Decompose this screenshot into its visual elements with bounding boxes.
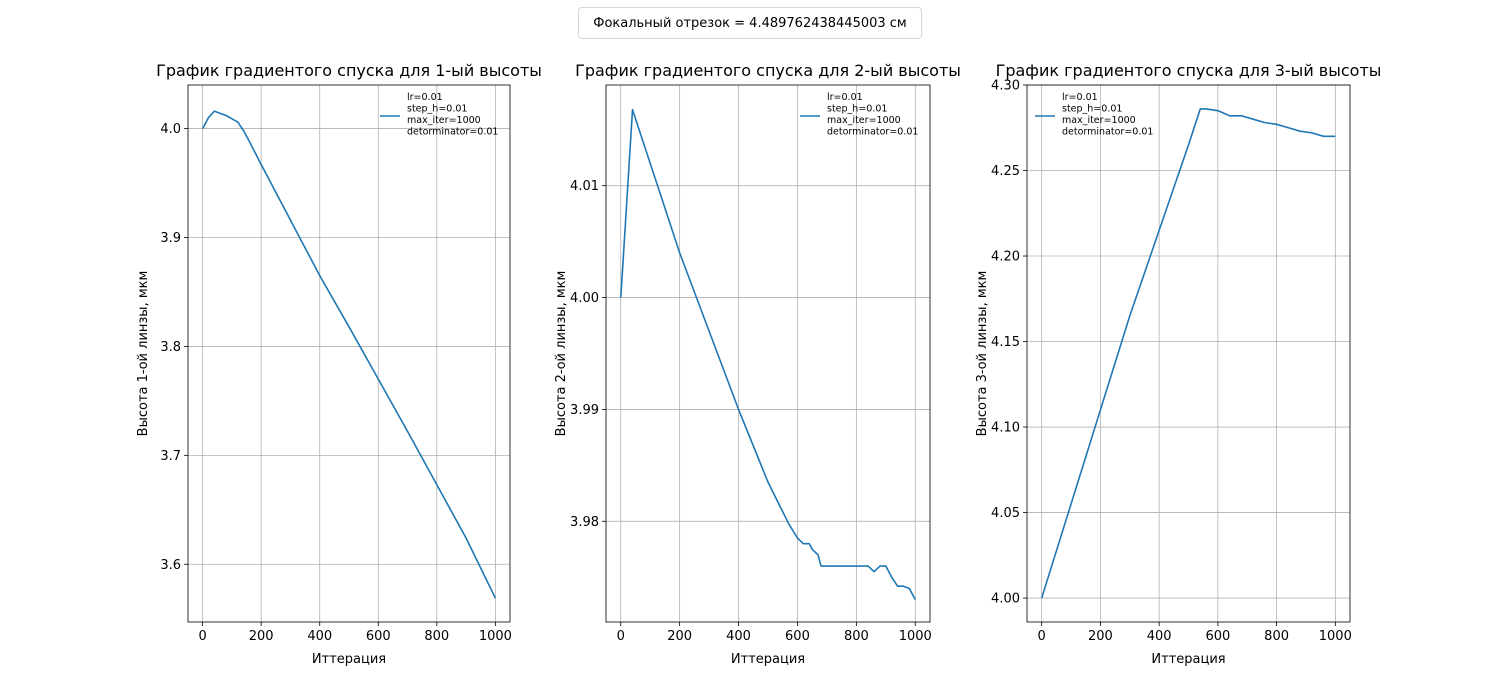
x-tick-label: 0 xyxy=(617,629,625,644)
y-tick-label: 3.99 xyxy=(570,403,599,418)
subplot-title: График градиентого спуска для 3-ый высот… xyxy=(996,61,1382,80)
y-tick-label: 4.30 xyxy=(991,79,1020,94)
legend: lr=0.01step_h=0.01max_iter=1000detormina… xyxy=(1035,92,1153,138)
x-tick-label: 400 xyxy=(1147,629,1172,644)
legend-text-line: lr=0.01 xyxy=(1062,92,1098,103)
x-tick-label: 1000 xyxy=(479,629,512,644)
y-tick-label: 4.00 xyxy=(991,592,1020,607)
x-tick-label: 200 xyxy=(249,629,274,644)
legend-text-line: max_iter=1000 xyxy=(827,115,901,126)
x-axis-label: Иттерация xyxy=(731,652,805,667)
legend-text-line: detorminator=0.01 xyxy=(1062,127,1153,138)
x-axis-label: Иттерация xyxy=(312,652,386,667)
subplot-title: График градиентого спуска для 2-ый высот… xyxy=(575,61,961,80)
y-axis-label: Высота 1-ой линзы, мкм xyxy=(136,271,151,437)
y-tick-label: 4.00 xyxy=(570,291,599,306)
series-line xyxy=(619,108,916,601)
y-tick-label: 3.9 xyxy=(160,231,181,246)
y-axis-label: Высота 2-ой линзы, мкм xyxy=(554,271,569,437)
y-tick-label: 4.15 xyxy=(991,335,1020,350)
y-tick-label: 4.01 xyxy=(570,179,599,194)
axes-frame xyxy=(1026,84,1351,623)
x-tick-label: 400 xyxy=(726,629,751,644)
series-line xyxy=(1040,108,1336,599)
subplot-3: 0 200 400 600 800 1000 4.00 4.05 4.10 4.15 4.20 4.2… xyxy=(975,61,1381,667)
x-tick-label: 800 xyxy=(844,629,869,644)
grid-lines xyxy=(188,85,510,622)
x-tick-label: 200 xyxy=(667,629,692,644)
y-tick-label: 4.25 xyxy=(991,164,1020,179)
axes-frame xyxy=(187,84,511,623)
series-line xyxy=(201,110,497,599)
subplot-2: 0 200 400 600 800 1000 3.98 3.99 4.00 4.01 График … xyxy=(554,61,961,667)
legend: lr=0.01step_h=0.01max_iter=1000detormina… xyxy=(800,92,918,138)
legend-text-line: max_iter=1000 xyxy=(1062,115,1136,126)
y-tick-label: 3.7 xyxy=(160,449,181,464)
x-tick-label: 1000 xyxy=(899,629,932,644)
legend-text-line: lr=0.01 xyxy=(407,92,443,103)
y-tick-label: 3.8 xyxy=(160,340,181,355)
y-axis-label: Высота 3-ой линзы, мкм xyxy=(975,271,990,437)
x-tick-label: 200 xyxy=(1088,629,1113,644)
y-tick-label: 4.0 xyxy=(160,122,181,137)
subplot-title: График градиентого спуска для 1-ый высот… xyxy=(156,61,542,80)
x-tick-label: 600 xyxy=(1205,629,1230,644)
legend-text-line: detorminator=0.01 xyxy=(407,127,498,138)
axes-frame xyxy=(605,84,931,623)
y-tick-label: 3.6 xyxy=(160,558,181,573)
y-tick-label: 4.05 xyxy=(991,506,1020,521)
x-tick-label: 400 xyxy=(307,629,332,644)
legend: lr=0.01step_h=0.01max_iter=1000detormina… xyxy=(380,92,498,138)
legend-text-line: step_h=0.01 xyxy=(407,104,467,115)
x-axis-label: Иттерация xyxy=(1151,652,1225,667)
x-tick-label: 600 xyxy=(785,629,810,644)
y-tick-label: 3.98 xyxy=(570,515,599,530)
figure-suptitle: Фокальный отрезок = 4.489762438445003 см xyxy=(578,7,922,39)
x-tick-label: 0 xyxy=(198,629,206,644)
x-tick-label: 800 xyxy=(424,629,449,644)
legend-text-line: max_iter=1000 xyxy=(407,115,481,126)
legend-text-line: step_h=0.01 xyxy=(1062,104,1122,115)
x-tick-label: 0 xyxy=(1038,629,1046,644)
x-tick-label: 600 xyxy=(366,629,391,644)
subplot-1: 0 200 400 600 800 1000 3.6 3.7 3.8 3.9 4.0 График г… xyxy=(136,61,542,667)
legend-text-line: step_h=0.01 xyxy=(827,104,887,115)
legend-text-line: detorminator=0.01 xyxy=(827,127,918,138)
grid-lines xyxy=(1027,84,1350,622)
y-tick-label: 4.20 xyxy=(991,250,1020,265)
y-tick-label: 4.10 xyxy=(991,421,1020,436)
legend-text-line: lr=0.01 xyxy=(827,92,863,103)
grid-lines xyxy=(606,85,930,622)
x-tick-label: 800 xyxy=(1264,629,1289,644)
x-tick-label: 1000 xyxy=(1319,629,1352,644)
